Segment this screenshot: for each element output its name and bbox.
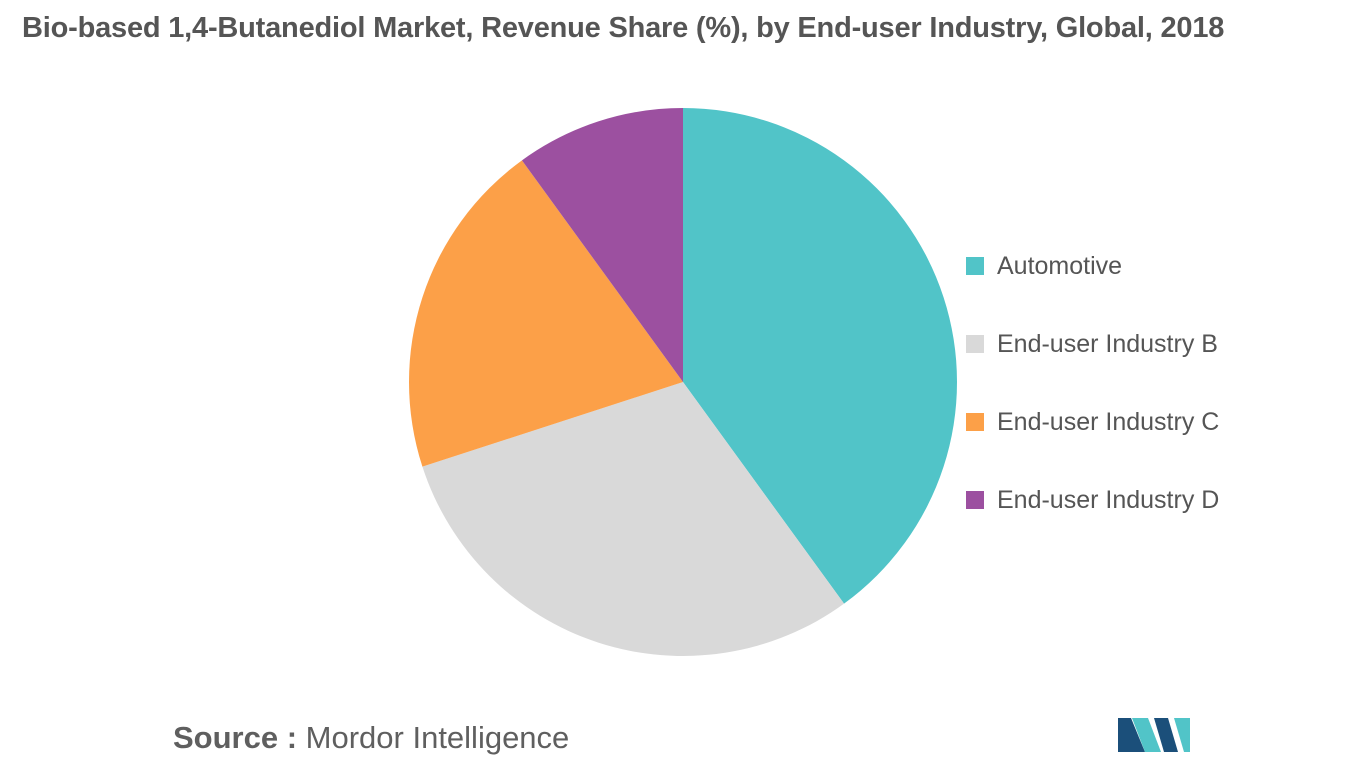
legend-item-industry-b: End-user Industry B [966,324,1219,364]
pie-slice-end-user-industry-d [521,108,683,382]
legend-label-automotive: Automotive [997,251,1123,280]
pie-slice-automotive [683,108,957,604]
source-label: Source : [173,720,298,755]
mordor-intelligence-logo-icon [1118,718,1190,752]
logo-shape-mid [1132,718,1161,752]
legend-item-automotive: Automotive [966,246,1219,286]
logo-shape-left [1118,718,1145,752]
legend-label-industry-d: End-user Industry D [997,485,1220,514]
legend-item-industry-c: End-user Industry C [966,402,1219,442]
legend-swatch-industry-c [966,413,984,431]
logo-shape-right-2 [1174,718,1190,752]
source-note: Source : Mordor Intelligence [173,720,569,756]
legend: Automotive End-user Industry B End-user … [966,246,1219,558]
chart-title: Bio-based 1,4-Butanediol Market, Revenue… [22,12,1225,44]
pie-slice-end-user-industry-b [422,382,845,656]
legend-label-industry-b: End-user Industry B [997,329,1218,358]
source-text: Mordor Intelligence [305,720,570,755]
legend-swatch-industry-d [966,491,984,509]
legend-item-industry-d: End-user Industry D [966,480,1219,520]
pie-slice-end-user-industry-c [409,160,683,467]
logo-shape-right-1 [1154,718,1178,752]
legend-label-industry-c: End-user Industry C [997,407,1220,436]
legend-swatch-automotive [966,257,984,275]
legend-swatch-industry-b [966,335,984,353]
